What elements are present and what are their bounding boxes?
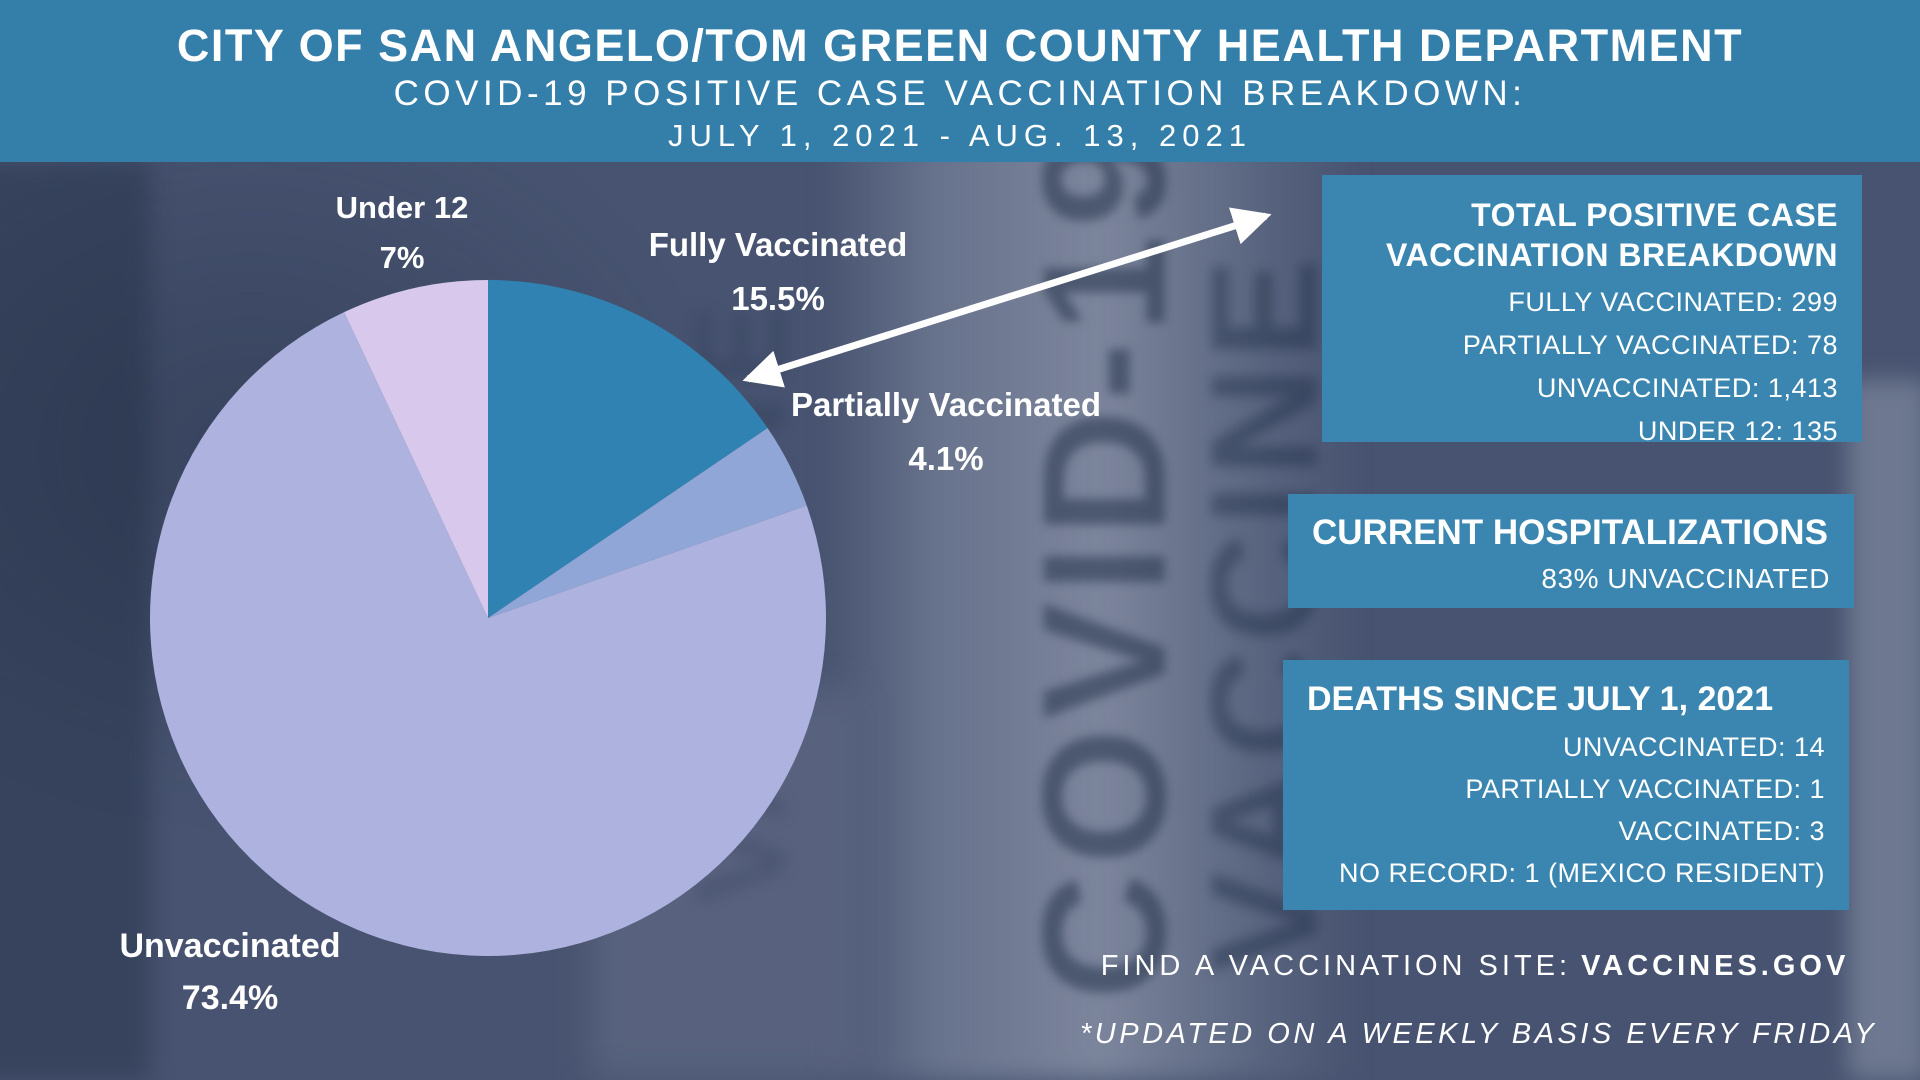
hospitalizations-box: CURRENT HOSPITALIZATIONS 83% UNVACCINATE… <box>1288 494 1854 608</box>
slice-label: Fully Vaccinated <box>648 226 908 263</box>
deaths-box: DEATHS SINCE JULY 1, 2021 UNVACCINATED: … <box>1283 660 1849 910</box>
deaths-partially-vaccinated: PARTIALLY VACCINATED: 1 <box>1465 774 1825 804</box>
vaccines-gov-link[interactable]: VACCINES.GOV <box>1581 950 1850 982</box>
slice-label: Unvaccinated <box>119 927 341 965</box>
hospitalizations-value: 83% UNVACCINATED <box>1541 563 1830 594</box>
slice-percent: 73.4% <box>181 979 279 1017</box>
stat-partially-vaccinated: PARTIALLY VACCINATED: 78 <box>1462 330 1838 360</box>
pie-label-unvaccinated: Unvaccinated 73.4% <box>119 920 340 1024</box>
slice-percent: 7% <box>379 240 425 275</box>
find-vaccination-site-line: FIND A VACCINATION SITE: VACCINES.GOV <box>1080 950 1870 983</box>
deaths-unvaccinated: UNVACCINATED: 14 <box>1562 732 1825 762</box>
stat-under-12: UNDER 12: 135 <box>1637 416 1838 446</box>
header-banner: CITY OF SAN ANGELO/TOM GREEN COUNTY HEAL… <box>0 0 1920 162</box>
date-range: JULY 1, 2021 - AUG. 13, 2021 <box>668 118 1252 153</box>
pie-label-under-12: Under 12 7% <box>336 183 469 283</box>
pie-label-fully-vaccinated: Fully Vaccinated 15.5% <box>649 218 908 326</box>
page-title: CITY OF SAN ANGELO/TOM GREEN COUNTY HEAL… <box>176 20 1744 71</box>
deaths-vaccinated: VACCINATED: 3 <box>1618 816 1825 846</box>
background-vial-shadow-left <box>0 162 150 1080</box>
pie-label-partially-vaccinated: Partially Vaccinated 4.1% <box>791 378 1101 486</box>
stat-unvaccinated: UNVACCINATED: 1,413 <box>1536 373 1838 403</box>
total-breakdown-items: FULLY VACCINATED: 299 PARTIALLY VACCINAT… <box>1346 281 1838 453</box>
weekly-update-note: *UPDATED ON A WEEKLY BASIS EVERY FRIDAY <box>1080 1018 1878 1050</box>
slice-percent: 4.1% <box>908 440 984 477</box>
deaths-no-record: NO RECORD: 1 (MEXICO RESIDENT) <box>1338 858 1825 888</box>
find-site-label: FIND A VACCINATION SITE: <box>1100 950 1572 982</box>
total-breakdown-title-line1: TOTAL POSITIVE CASE <box>1471 197 1838 233</box>
background-vial-highlight-right <box>1848 380 1920 1080</box>
deaths-items: UNVACCINATED: 14 PARTIALLY VACCINATED: 1… <box>1307 726 1825 894</box>
total-breakdown-title-line2: VACCINATION BREAKDOWN <box>1386 237 1838 273</box>
background-vial-text-covid19: COVID-19 <box>1007 120 1203 1000</box>
total-breakdown-box: TOTAL POSITIVE CASE VACCINATION BREAKDOW… <box>1322 175 1862 446</box>
stat-fully-vaccinated: FULLY VACCINATED: 299 <box>1508 287 1838 317</box>
slice-label: Partially Vaccinated <box>790 386 1102 423</box>
hospitalizations-title: CURRENT HOSPITALIZATIONS <box>1312 513 1828 552</box>
deaths-title: DEATHS SINCE JULY 1, 2021 <box>1307 680 1774 718</box>
page-subtitle: COVID-19 POSITIVE CASE VACCINATION BREAK… <box>393 74 1527 113</box>
slice-percent: 15.5% <box>731 280 825 317</box>
slice-label: Under 12 <box>335 190 469 225</box>
